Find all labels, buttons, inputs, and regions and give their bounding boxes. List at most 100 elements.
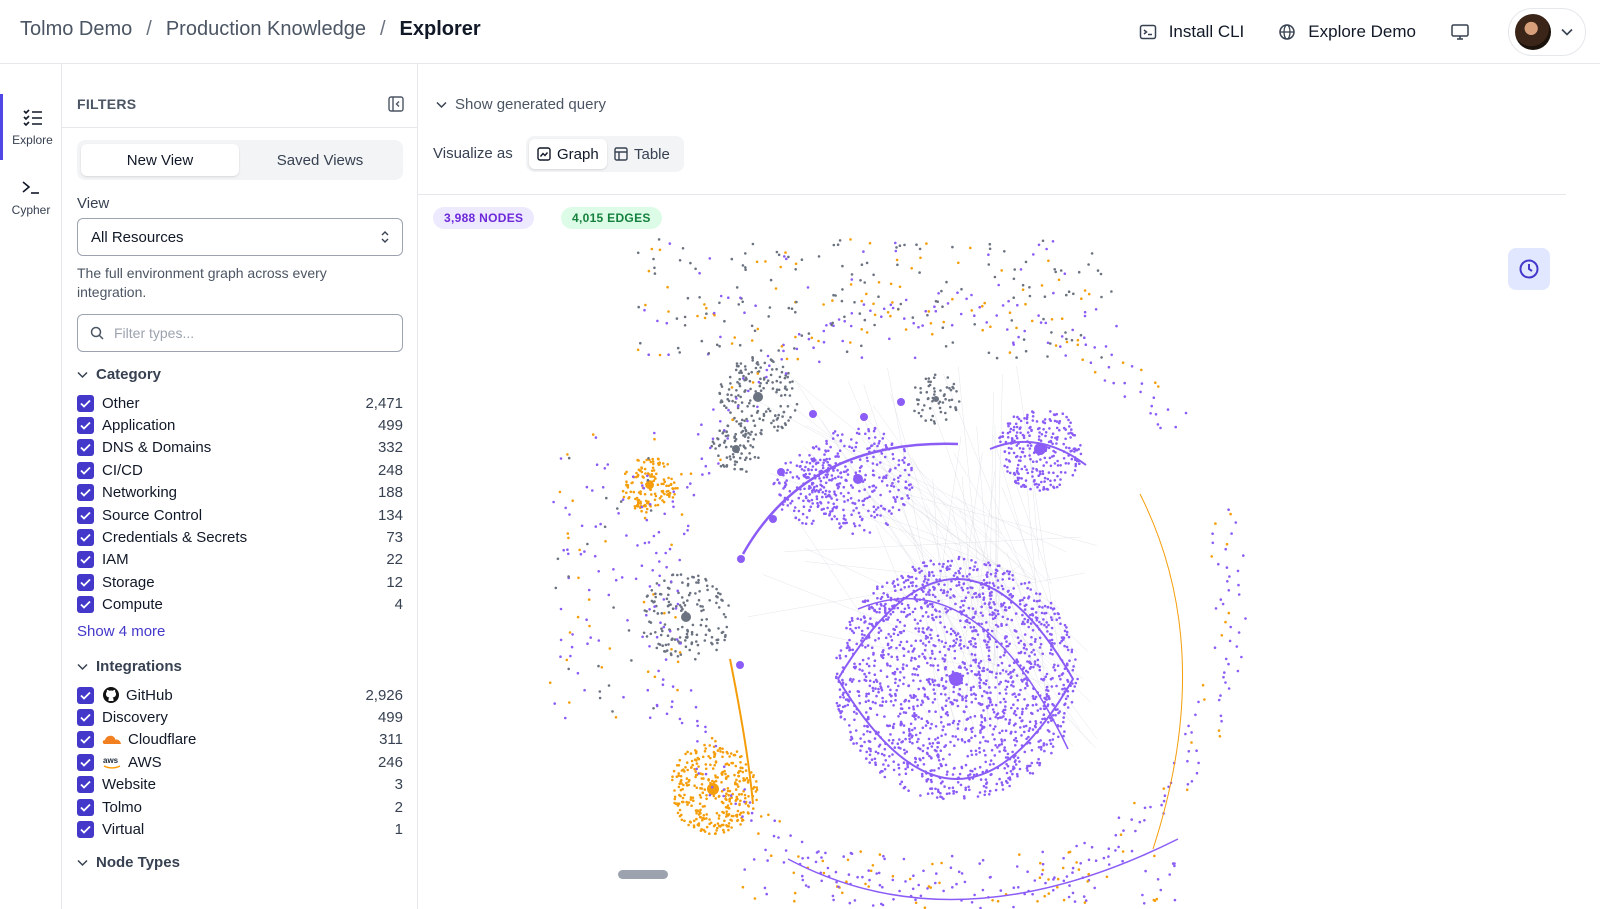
integration-filter-website[interactable]: Website 3 [77, 774, 403, 796]
node-types-section-toggle[interactable]: Node Types [77, 854, 180, 871]
checkbox[interactable] [77, 820, 94, 838]
checkbox[interactable] [77, 753, 94, 771]
explore-demo-button[interactable]: Explore Demo [1278, 22, 1416, 42]
monitor-icon[interactable] [1450, 23, 1470, 41]
checkbox[interactable] [77, 506, 94, 524]
category-filter-source-control[interactable]: Source Control 134 [77, 504, 403, 526]
chevron-down-icon [77, 663, 88, 670]
integration-label: Cloudflare [128, 731, 197, 749]
filters-panel: FILTERS New View Saved Views View All Re… [62, 64, 418, 909]
filter-types-input[interactable] [114, 325, 384, 341]
breadcrumb-org[interactable]: Tolmo Demo [20, 18, 133, 40]
view-tabs: New View Saved Views [77, 140, 403, 180]
cloudflare-icon [102, 734, 122, 746]
collapse-panel-icon[interactable] [388, 96, 404, 117]
chevron-down-icon [1561, 28, 1573, 36]
graph-canvas[interactable] [418, 229, 1600, 909]
integration-count: 1 [394, 820, 403, 838]
category-filter-iam[interactable]: IAM 22 [77, 549, 403, 571]
view-select-value: All Resources [91, 228, 184, 246]
show-generated-query-toggle[interactable]: Show generated query [436, 96, 606, 113]
category-filter-ci-cd[interactable]: CI/CD 248 [77, 459, 403, 481]
integration-label: Virtual [102, 820, 145, 838]
checkbox[interactable] [77, 573, 94, 591]
category-label: Storage [102, 573, 155, 591]
category-filter-compute[interactable]: Compute 4 [77, 594, 403, 616]
rail-item-cypher[interactable]: Cypher [0, 164, 62, 230]
category-filter-credentials-secrets[interactable]: Credentials & Secrets 73 [77, 526, 403, 548]
rail-label-cypher: Cypher [11, 203, 51, 217]
checkbox[interactable] [77, 439, 94, 457]
integration-filter-cloudflare[interactable]: Cloudflare 311 [77, 729, 403, 751]
category-section-toggle[interactable]: Category [77, 366, 161, 383]
category-count: 499 [377, 416, 403, 434]
integration-filter-github[interactable]: GitHub 2,926 [77, 684, 403, 706]
checkbox[interactable] [77, 776, 94, 794]
checkbox[interactable] [77, 394, 94, 412]
filter-types-search[interactable] [77, 314, 403, 352]
integration-filter-aws[interactable]: aws AWS 246 [77, 751, 403, 773]
breadcrumb-current: Explorer [399, 18, 481, 40]
chart-icon [537, 147, 551, 161]
visualize-as-label: Visualize as [433, 145, 513, 162]
integration-filter-virtual[interactable]: Virtual 1 [77, 818, 403, 840]
integrations-section-toggle[interactable]: Integrations [77, 658, 182, 675]
category-label: Credentials & Secrets [102, 528, 248, 546]
tab-new-view[interactable]: New View [81, 144, 239, 176]
checkbox[interactable] [77, 731, 94, 749]
show-more-link[interactable]: Show 4 more [77, 623, 166, 640]
filters-title: FILTERS [77, 96, 137, 112]
top-bar: Tolmo Demo / Production Knowledge / Expl… [0, 0, 1600, 64]
checkbox[interactable] [77, 416, 94, 434]
history-button[interactable] [1508, 248, 1550, 290]
prompt-icon [22, 181, 39, 194]
checkbox[interactable] [77, 484, 94, 502]
category-count: 73 [386, 528, 403, 546]
table-view-label: Table [634, 145, 670, 163]
category-filter-storage[interactable]: Storage 12 [77, 571, 403, 593]
category-label: Other [102, 394, 140, 412]
user-menu[interactable] [1508, 8, 1586, 56]
breadcrumb-project[interactable]: Production Knowledge [165, 18, 366, 40]
view-description: The full environment graph across every … [77, 265, 327, 300]
integration-count: 499 [377, 708, 403, 726]
horizontal-scrollbar[interactable] [618, 870, 668, 879]
category-filter-networking[interactable]: Networking 188 [77, 482, 403, 504]
category-label: CI/CD [102, 461, 143, 479]
checkbox[interactable] [77, 596, 94, 614]
breadcrumb-separator: / [379, 18, 386, 40]
integration-filter-tolmo[interactable]: Tolmo 2 [77, 796, 403, 818]
edges-count-badge: 4,015 EDGES [561, 207, 662, 229]
category-filter-application[interactable]: Application 499 [77, 414, 403, 436]
checkbox[interactable] [77, 798, 94, 816]
category-count: 332 [377, 439, 403, 457]
install-cli-button[interactable]: Install CLI [1139, 22, 1244, 42]
tab-saved-views[interactable]: Saved Views [276, 151, 364, 169]
integration-label: Tolmo [102, 798, 143, 816]
list-check-icon [22, 109, 42, 127]
graph-view-button[interactable]: Graph [529, 139, 607, 169]
integration-filter-discovery[interactable]: Discovery 499 [77, 706, 403, 728]
integration-count: 311 [379, 731, 403, 749]
category-count: 4 [394, 596, 403, 614]
checkbox[interactable] [77, 686, 94, 704]
svg-text:aws: aws [103, 756, 119, 765]
table-view-button[interactable]: Table [606, 139, 678, 169]
view-select[interactable]: All Resources [77, 218, 403, 256]
integration-label: GitHub [126, 686, 173, 704]
category-label: Application [102, 416, 176, 434]
left-rail: Explore Cypher [0, 64, 62, 909]
show-generated-query-label: Show generated query [455, 96, 606, 113]
divider [418, 194, 1566, 195]
category-count: 12 [386, 573, 403, 591]
checkbox[interactable] [77, 551, 94, 569]
category-label: DNS & Domains [102, 439, 212, 457]
category-filter-dns-domains[interactable]: DNS & Domains 332 [77, 437, 403, 459]
checkbox[interactable] [77, 461, 94, 479]
checkbox[interactable] [77, 528, 94, 546]
checkbox[interactable] [77, 708, 94, 726]
category-filter-other[interactable]: Other 2,471 [77, 392, 403, 414]
rail-item-explore[interactable]: Explore [0, 94, 62, 160]
chevron-down-icon [77, 371, 88, 378]
explore-demo-label: Explore Demo [1308, 22, 1416, 41]
